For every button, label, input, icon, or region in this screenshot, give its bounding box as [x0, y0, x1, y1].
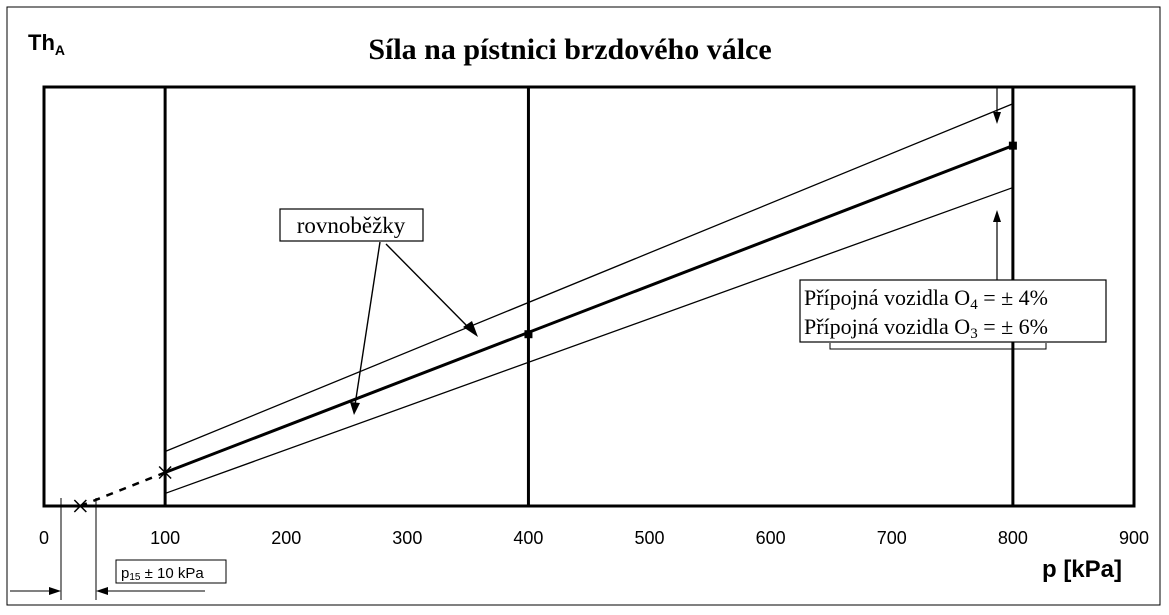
x-axis-label: p [kPa]: [1042, 556, 1122, 583]
series-line-extension: [79, 471, 166, 508]
x-tick-label: 400: [513, 528, 543, 548]
parallels-annotation: rovnoběžky: [279, 208, 478, 415]
x-tick-label: 500: [635, 528, 665, 548]
parallels-arrowhead-2: [463, 321, 478, 337]
vehicle-o3-label: Přípojná vozidla O3 = ± 6%: [804, 314, 1048, 342]
vehicle-bracket: [829, 343, 1047, 350]
parallels-box: [279, 208, 424, 242]
x-tick-label: 700: [877, 528, 907, 548]
x-tick-label: 100: [150, 528, 180, 548]
x-tick-label: 200: [271, 528, 301, 548]
series-lines: [79, 103, 1014, 508]
series-line-main: [164, 144, 1014, 474]
x-tick-label: 300: [392, 528, 422, 548]
p15-arrowhead-left: [49, 587, 61, 595]
x-tick-label: 800: [998, 528, 1028, 548]
parallels-pointer-1: [354, 241, 381, 406]
parallels-label: rovnoběžky: [297, 213, 406, 238]
parallels-arrowhead-1: [350, 402, 360, 415]
x-tick-labels: 0 100 200 300 400 500 600 700 800 900: [39, 528, 1149, 548]
tolerance-arrowhead-upper: [993, 112, 1001, 124]
chart-title: Síla na pístnici brzdového válce: [368, 33, 771, 66]
tolerance-arrows: [993, 87, 1001, 290]
p15-arrowhead-right: [96, 587, 108, 595]
series-line-lower: [164, 186, 1014, 495]
x-tick-label: 900: [1119, 528, 1149, 548]
marker-x-30: [73, 499, 87, 513]
vehicle-o4-label: Přípojná vozidla O4 = ± 4%: [804, 285, 1048, 313]
vehicle-tolerance-annotation: Přípojná vozidla O4 = ± 4% Přípojná vozi…: [799, 279, 1107, 350]
figure-border: [6, 6, 1161, 606]
p15-label: p15 ± 10 kPa: [121, 565, 204, 583]
x-tick-label: 0: [39, 528, 49, 548]
marker-x-100: [158, 465, 172, 480]
plot-frame: [42, 85, 1136, 508]
p15-box: [115, 559, 227, 584]
marker-square-400: [524, 330, 533, 339]
marker-square-800: [1008, 141, 1017, 150]
vehicle-box: [799, 279, 1107, 343]
p15-annotation: p15 ± 10 kPa: [10, 498, 227, 600]
y-axis-label: ThA: [28, 30, 65, 58]
tolerance-arrowhead-lower: [993, 210, 1001, 222]
parallels-pointer-2: [385, 243, 471, 330]
x-tick-label: 600: [756, 528, 786, 548]
series-line-upper: [164, 103, 1014, 453]
data-markers: [73, 141, 1017, 513]
